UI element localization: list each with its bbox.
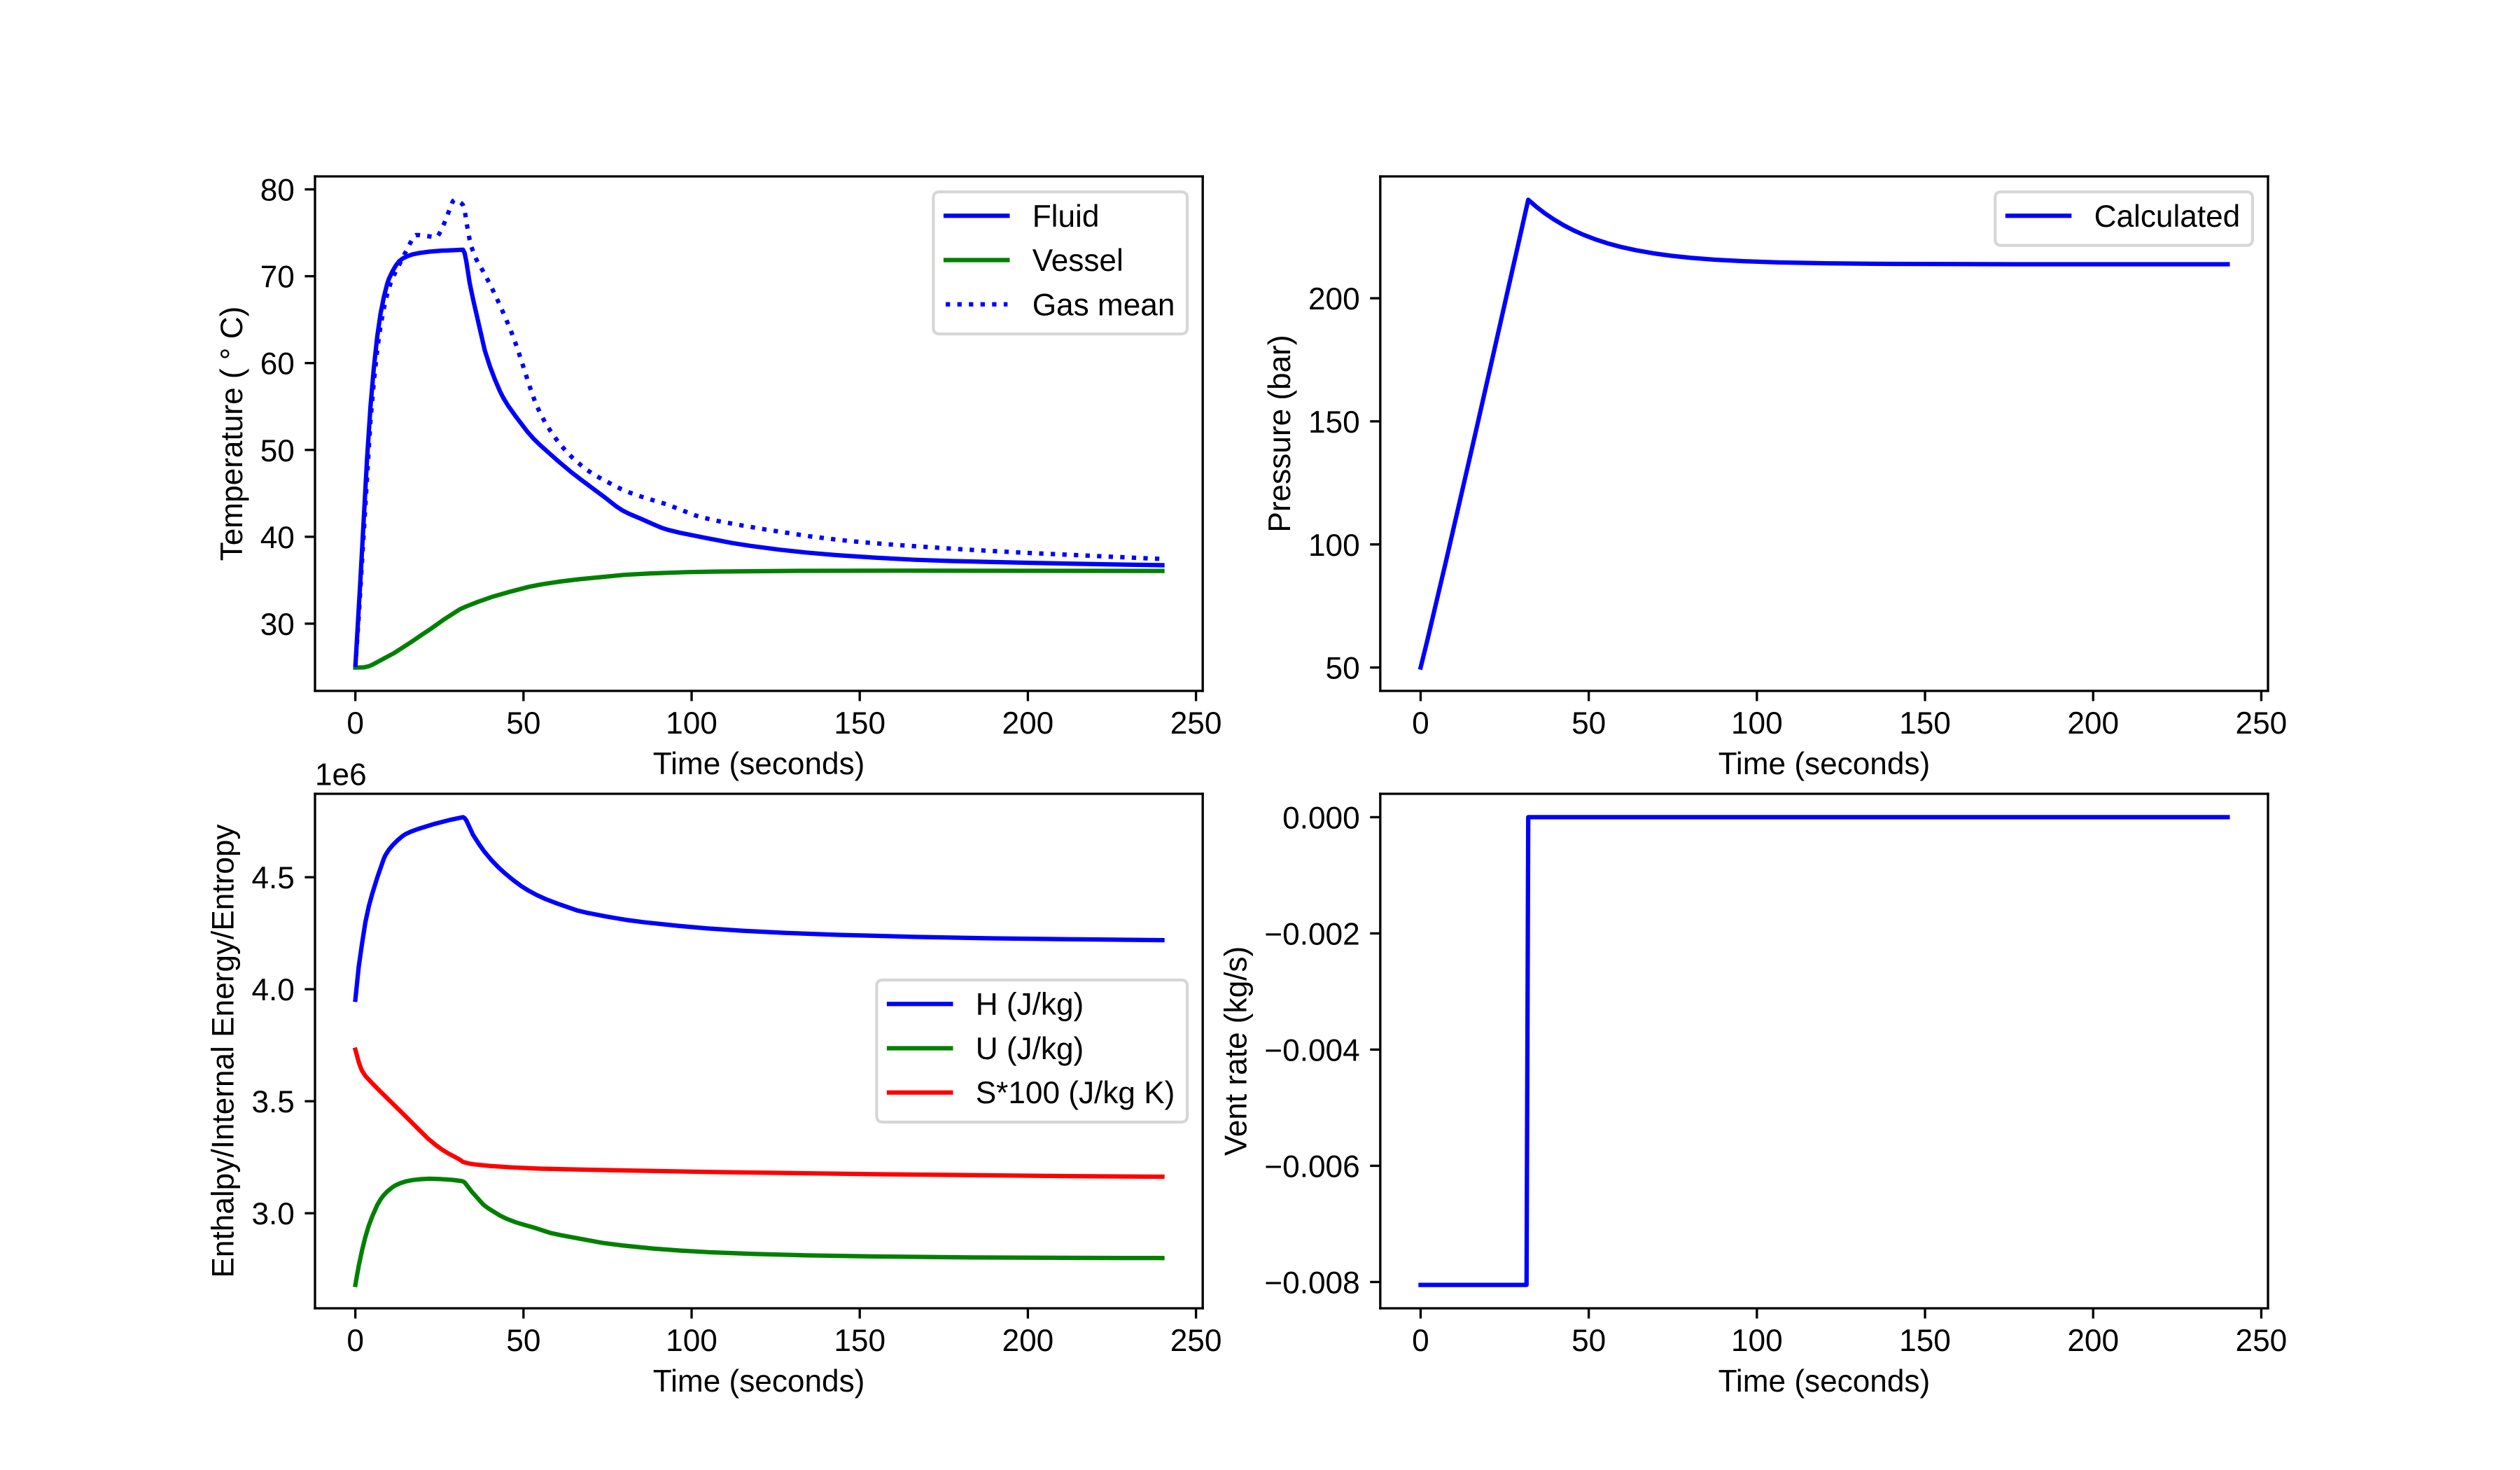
svg-text:Time (seconds): Time (seconds) [1718, 747, 1931, 781]
svg-text:−0.006: −0.006 [1264, 1149, 1359, 1184]
svg-text:−0.002: −0.002 [1264, 917, 1359, 951]
svg-text:U (J/kg): U (J/kg) [976, 1032, 1084, 1066]
svg-text:Fluid: Fluid [1032, 200, 1100, 234]
svg-text:Time (seconds): Time (seconds) [653, 747, 865, 781]
svg-text:50: 50 [1572, 706, 1606, 741]
svg-text:250: 250 [1170, 706, 1222, 741]
svg-text:30: 30 [260, 608, 295, 642]
svg-text:0: 0 [346, 1324, 364, 1358]
svg-text:Calculated: Calculated [2094, 200, 2241, 234]
svg-text:Vessel: Vessel [1032, 244, 1124, 278]
svg-text:1e6: 1e6 [315, 758, 367, 792]
svg-text:150: 150 [1308, 405, 1360, 440]
svg-text:150: 150 [1899, 706, 1951, 741]
svg-text:100: 100 [1308, 528, 1360, 563]
svg-text:40: 40 [260, 521, 295, 555]
svg-text:80: 80 [260, 174, 295, 208]
svg-text:4.0: 4.0 [251, 973, 294, 1007]
svg-text:0: 0 [1412, 1324, 1429, 1358]
svg-text:50: 50 [506, 1324, 540, 1358]
svg-text:50: 50 [1326, 652, 1360, 686]
svg-text:−0.004: −0.004 [1264, 1033, 1359, 1068]
svg-text:150: 150 [834, 706, 886, 741]
svg-text:200: 200 [1002, 706, 1054, 741]
svg-text:50: 50 [506, 706, 540, 741]
svg-text:Time (seconds): Time (seconds) [1718, 1364, 1931, 1399]
svg-text:100: 100 [666, 706, 718, 741]
svg-text:3.0: 3.0 [251, 1197, 294, 1231]
svg-text:60: 60 [260, 347, 295, 382]
svg-text:200: 200 [2067, 1324, 2119, 1358]
svg-text:0.000: 0.000 [1282, 801, 1360, 835]
svg-text:4.5: 4.5 [251, 861, 294, 895]
svg-text:100: 100 [1731, 706, 1783, 741]
svg-text:50: 50 [260, 434, 295, 468]
svg-text:Enthalpy/Internal Energy/Entro: Enthalpy/Internal Energy/Entropy [206, 824, 241, 1278]
svg-text:0: 0 [346, 706, 364, 741]
svg-text:0: 0 [1412, 706, 1429, 741]
svg-text:70: 70 [260, 260, 295, 295]
svg-text:200: 200 [2067, 706, 2119, 741]
svg-text:Pressure (bar): Pressure (bar) [1263, 335, 1297, 532]
svg-text:H (J/kg): H (J/kg) [976, 988, 1084, 1022]
svg-text:200: 200 [1308, 282, 1360, 316]
svg-text:−0.008: −0.008 [1264, 1266, 1359, 1300]
svg-text:100: 100 [1731, 1324, 1783, 1358]
svg-text:100: 100 [666, 1324, 718, 1358]
svg-text:Temperature ( ° C): Temperature ( ° C) [215, 307, 249, 561]
svg-text:S*100 (J/kg K): S*100 (J/kg K) [976, 1076, 1175, 1110]
svg-text:Vent rate (kg/s): Vent rate (kg/s) [1219, 946, 1254, 1156]
svg-text:150: 150 [1899, 1324, 1951, 1358]
svg-text:Time (seconds): Time (seconds) [653, 1364, 865, 1399]
svg-text:250: 250 [1170, 1324, 1222, 1358]
svg-text:Gas mean: Gas mean [1032, 288, 1175, 322]
svg-text:150: 150 [834, 1324, 886, 1358]
svg-text:50: 50 [1572, 1324, 1606, 1358]
svg-text:250: 250 [2236, 706, 2288, 741]
svg-text:200: 200 [1002, 1324, 1054, 1358]
svg-text:250: 250 [2236, 1324, 2288, 1358]
svg-text:3.5: 3.5 [251, 1085, 294, 1119]
